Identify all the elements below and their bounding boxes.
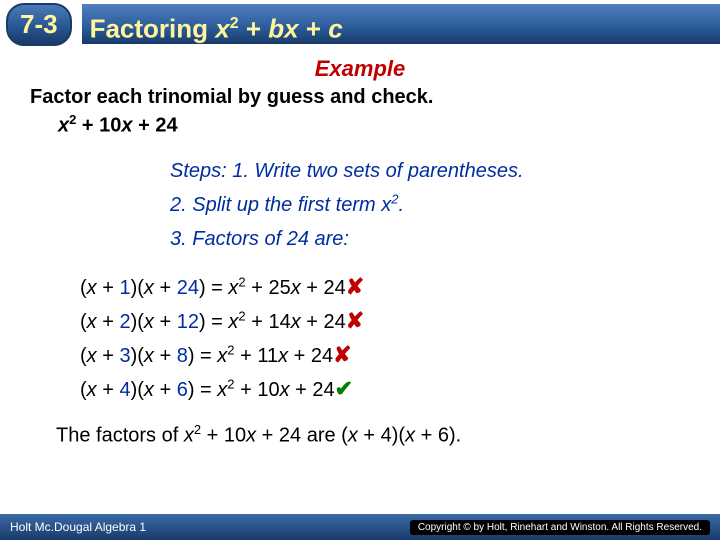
slide-title: Factoring x2 + bx + c [82, 4, 720, 44]
footer-copyright: Copyright © by Holt, Rinehart and Winsto… [410, 520, 710, 535]
conclusion-mid2: + 24 are ( [256, 425, 348, 447]
conclusion-x4: x [405, 425, 415, 447]
problem-x1: x [58, 115, 69, 137]
trial-row: (x + 4)(x + 6) = x2 + 10x + 24✔ [80, 372, 690, 406]
conclusion-x2: x [246, 425, 256, 447]
step-2: 2. Split up the first term x2. [170, 188, 690, 222]
check-icon: ✔ [335, 376, 353, 401]
x-icon: ✘ [346, 274, 364, 299]
conclusion: The factors of x2 + 10x + 24 are (x + 4)… [30, 422, 690, 448]
conclusion-x3: x [348, 425, 358, 447]
title-prefix: Factoring [90, 14, 216, 44]
conclusion-pre: The factors of [56, 425, 184, 447]
problem-x2: x [121, 115, 132, 137]
prompt-line: Factor each trinomial by guess and check… [30, 84, 690, 111]
title-var-bx: bx [268, 14, 298, 44]
step-1: Steps: 1. Write two sets of parentheses. [170, 154, 690, 188]
slide-content: Example Factor each trinomial by guess a… [0, 48, 720, 448]
footer-left: Holt Mc.Dougal Algebra 1 [10, 520, 146, 534]
problem-mid: + 10 [76, 115, 121, 137]
trial-row: (x + 3)(x + 8) = x2 + 11x + 24✘ [80, 338, 690, 372]
trials-block: (x + 1)(x + 24) = x2 + 25x + 24✘(x + 2)(… [30, 270, 690, 406]
title-var-c: c [328, 14, 342, 44]
trial-row: (x + 1)(x + 24) = x2 + 25x + 24✘ [80, 270, 690, 304]
conclusion-mid3: + 4)( [358, 425, 405, 447]
trial-row: (x + 2)(x + 12) = x2 + 14x + 24✘ [80, 304, 690, 338]
steps-block: Steps: 1. Write two sets of parentheses.… [30, 154, 690, 256]
conclusion-mid: + 10 [201, 425, 246, 447]
prompt: Factor each trinomial by guess and check… [30, 84, 690, 140]
lesson-number-badge: 7-3 [6, 3, 72, 46]
x-icon: ✘ [346, 308, 364, 333]
step-2-post: . [398, 194, 404, 216]
conclusion-exp: 2 [194, 422, 201, 437]
example-label: Example [30, 56, 690, 82]
title-plus1: + [239, 14, 269, 44]
problem-expression: x2 + 10x + 24 [30, 111, 690, 140]
conclusion-tail: + 6). [415, 425, 461, 447]
title-plus2: + [299, 14, 329, 44]
conclusion-x1: x [184, 425, 194, 447]
step-3: 3. Factors of 24 are: [170, 222, 690, 256]
problem-tail: + 24 [133, 115, 178, 137]
x-icon: ✘ [333, 342, 351, 367]
step-2-pre: 2. Split up the first term x [170, 194, 391, 216]
slide-header: 7-3 Factoring x2 + bx + c [0, 0, 720, 48]
slide-footer: Holt Mc.Dougal Algebra 1 Copyright © by … [0, 514, 720, 540]
title-exponent: 2 [230, 15, 239, 32]
title-var-x: x [215, 14, 229, 44]
